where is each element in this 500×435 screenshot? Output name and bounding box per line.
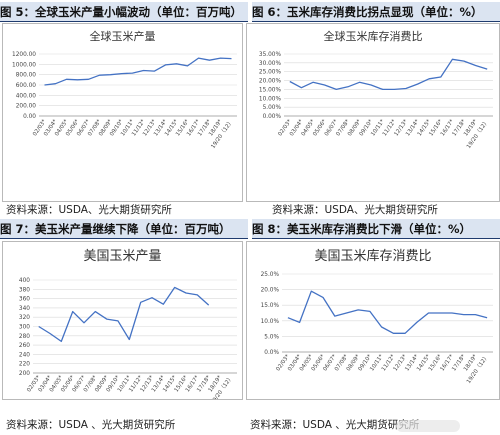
y-tick-label: 10.00% [259, 96, 282, 102]
y-tick-label: 360 [19, 297, 30, 303]
chart-title: 全球玉米库存消费比 [324, 29, 423, 43]
chart-svg: 美国玉米库存消费比0.0%5.0%10.0%15.0%20.0%25.0%02/… [261, 248, 493, 385]
chart-title: 美国玉米库存消费比 [314, 248, 431, 264]
y-tick-label: 25.0% [261, 272, 280, 278]
y-tick-label: 1000.00 [12, 62, 36, 68]
figure-7-caption: 图 7：美玉米产量继续下降（单位：百万吨） [0, 219, 248, 239]
series-line [38, 286, 210, 343]
source-fig8: 资料来源：USDA 、光大期货研究所 [250, 419, 420, 431]
y-tick-label: 400.00 [16, 93, 37, 99]
chart-title: 全球玉米产量 [90, 29, 156, 43]
y-tick-label: 280 [19, 334, 30, 340]
y-tick-label: 200.00 [16, 104, 37, 110]
figure-8-caption: 图 8：美玉米库存消费比下滑（单位：%） [252, 219, 500, 239]
chart-us-corn-production: 美国玉米产量 200 220 240 260 280 300 320 340 360 380 400 0… [2, 241, 243, 400]
watermark-blur [396, 420, 460, 432]
caption-text: 图 6：玉米库存消费比拐点显现（单位：%） [252, 5, 483, 19]
series-line [289, 58, 488, 91]
caption-text: 图 8：美玉米库存消费比下滑（单位：%） [252, 222, 472, 236]
y-tick-label: 20.0% [261, 288, 280, 294]
source-fig7: 资料来源：USDA 、光大期货研究所 [6, 419, 176, 431]
y-tick-label: 1200.00 [12, 52, 36, 58]
y-tick-label: 400 [19, 278, 30, 284]
y-tick-label: 200 [19, 371, 30, 377]
y-tick-label: 600.00 [16, 83, 37, 89]
y-tick-label: 15.00% [259, 87, 282, 93]
figure-5-caption: 图 5：全球玉米产量小幅波动（单位：百万吨） [0, 2, 248, 22]
chart-svg: 全球玉米产量 0.00 200.00 400.00 600.00 800.00 1000.0… [12, 29, 237, 150]
chart-svg: 美国玉米产量2002202402602803003203403603804000… [19, 249, 237, 399]
y-tick-label: 0.0% [264, 350, 279, 356]
figure-6-caption: 图 6：玉米库存消费比拐点显现（单位：%） [252, 2, 500, 22]
y-tick-label: 300 [19, 325, 30, 331]
y-tick-label: 5.00% [263, 105, 282, 111]
y-tick-label: 0.00 [23, 114, 36, 120]
y-tick-label: 5.0% [264, 334, 279, 340]
chart-global-stock-to-use: 全球玉米库存消费比 0.00% 5.00% 10.00% 15.00% 20.00% 25.… [246, 23, 500, 202]
y-tick-label: 380 [19, 287, 30, 293]
chart-us-stock-to-use: 美国玉米库存消费比 0.0% 5.0% 10.0% 15.0% 20.0% 25.0% 02/… [246, 241, 500, 400]
y-tick-label: 0.00% [263, 114, 282, 120]
y-tick-label: 320 [19, 315, 30, 321]
chart-svg: 全球玉米库存消费比 0.00% 5.00% 10.00% 15.00% 20.00% 25.… [259, 29, 493, 150]
caption-text: 图 5：全球玉米产量小幅波动（单位：百万吨） [0, 5, 243, 19]
chart-title: 美国玉米产量 [83, 249, 161, 264]
caption-text: 图 7：美玉米产量继续下降（单位：百万吨） [0, 222, 231, 236]
source-fig5: 资料来源：USDA、光大期货研究所 [6, 204, 172, 216]
y-tick-label: 340 [19, 306, 30, 312]
y-tick-label: 35.00% [259, 52, 282, 58]
chart-global-corn-production: 全球玉米产量 0.00 200.00 400.00 600.00 800.00 1000.0… [2, 23, 243, 202]
y-tick-label: 10.0% [261, 319, 280, 325]
y-tick-label: 30.00% [259, 61, 282, 67]
y-tick-label: 240 [19, 352, 30, 358]
series-line [287, 290, 488, 334]
y-tick-label: 800.00 [16, 73, 37, 79]
source-fig6: 资料来源：USDA、光大期货研究所 [272, 204, 438, 216]
y-tick-label: 260 [19, 343, 30, 349]
series-line [44, 57, 232, 86]
y-tick-label: 15.0% [261, 303, 280, 309]
y-tick-label: 25.00% [259, 70, 282, 76]
y-tick-label: 20.00% [259, 79, 282, 85]
y-tick-label: 220 [19, 362, 30, 368]
